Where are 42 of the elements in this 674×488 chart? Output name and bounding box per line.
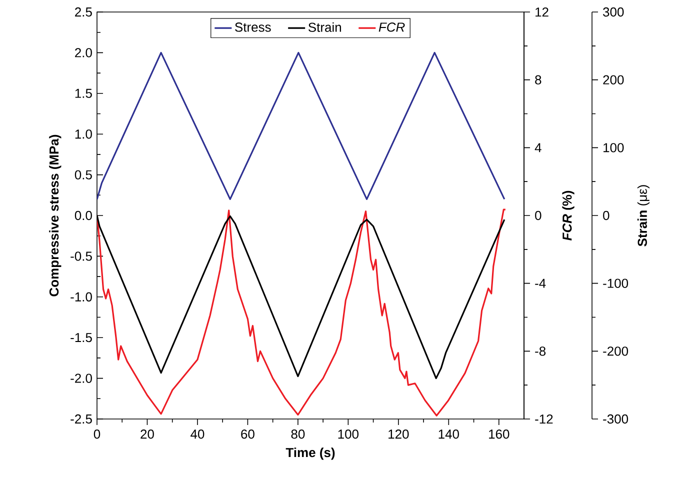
y2-tick-label: -12: [535, 414, 553, 424]
y-tick-label: 0.0: [74, 210, 92, 220]
x-tick-label: 80: [291, 430, 305, 439]
x-axis-title: Time (s): [286, 448, 335, 460]
y-axis-title: Compressive stress (MPa): [49, 134, 62, 296]
y-tick-label: -1.0: [70, 292, 92, 302]
y3-tick-label: -100: [603, 278, 628, 288]
x-tick-label: 20: [140, 430, 154, 439]
y3-tick-label: 300: [603, 7, 624, 17]
y-tick-label: -2.0: [70, 374, 92, 383]
y2-tick-label: -4: [535, 278, 546, 288]
x-tick-label: 40: [190, 430, 204, 439]
y2-tick-label: 0: [535, 210, 542, 220]
y-tick-label: -2.5: [70, 414, 92, 424]
y3-tick-label: 0: [603, 210, 610, 220]
y2-tick-label: 4: [534, 143, 542, 152]
x-tick-label: 140: [438, 430, 459, 439]
x-tick-label: 0: [94, 430, 100, 439]
y-tick-label: 2.5: [75, 7, 92, 17]
y3-tick-label: -200: [603, 346, 628, 356]
legend-label: Strain: [308, 22, 342, 32]
y2-tick-label: 12: [536, 7, 548, 17]
x-tick-label: 160: [489, 430, 510, 439]
y-tick-label: 1.5: [75, 88, 92, 98]
y3-axis-title: Strain (με): [637, 185, 650, 246]
y-tick-label: 0.5: [74, 170, 92, 180]
x-tick-label: 100: [338, 430, 359, 439]
legend-label: FCR: [378, 22, 405, 32]
y2-tick-label: 8: [535, 75, 542, 84]
legend-label: Stress: [235, 22, 271, 32]
y2-tick-label: -8: [535, 346, 546, 356]
y-tick-label: 2.0: [75, 48, 92, 58]
y-tick-label: -1.5: [70, 333, 92, 342]
x-tick-label: 60: [241, 430, 254, 439]
y3-tick-label: 100: [604, 143, 624, 152]
y3-tick-label: -300: [603, 414, 628, 424]
line-series: [97, 208, 506, 416]
y-tick-label: -0.5: [70, 252, 92, 261]
y2-axis-title: FCR (%): [562, 190, 574, 241]
y3-tick-label: 200: [603, 75, 624, 84]
y-tick-label: 1.0: [75, 129, 92, 139]
x-tick-label: 120: [388, 430, 409, 439]
